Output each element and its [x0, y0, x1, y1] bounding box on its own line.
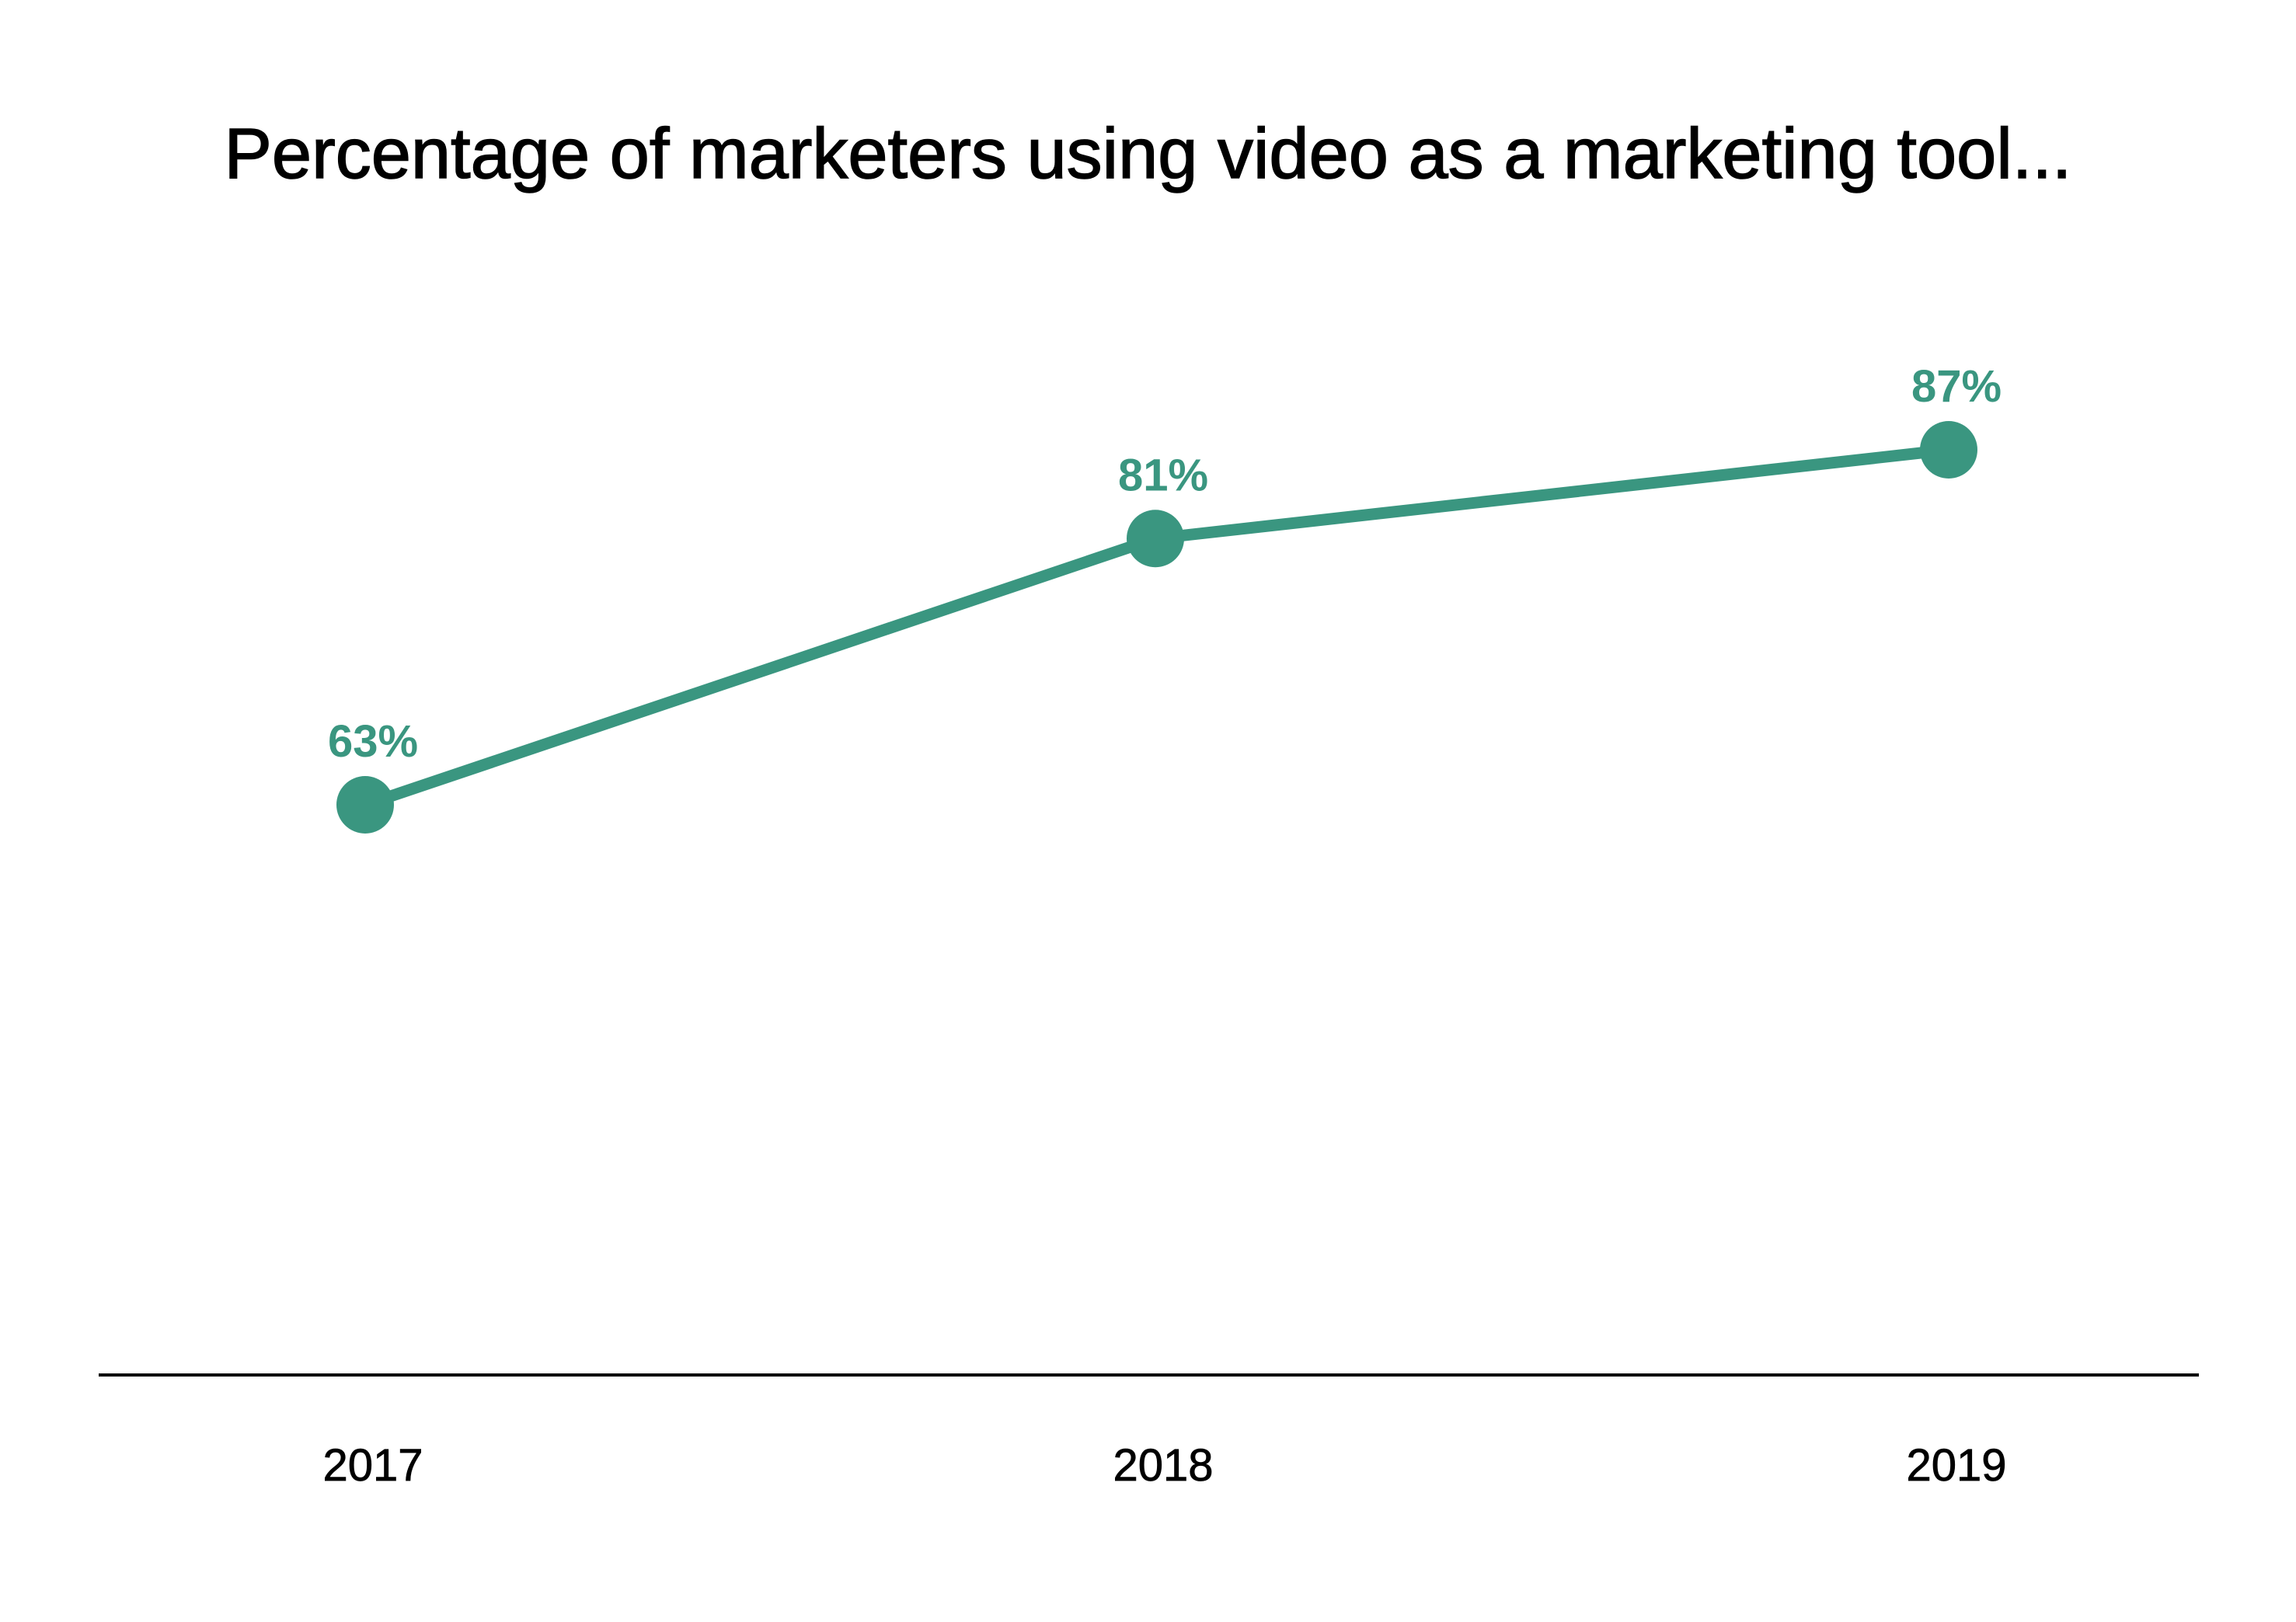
chart-title: Percentage of marketers using video as a…: [224, 113, 2072, 194]
data-label-2018: 81%: [1118, 450, 1208, 500]
data-labels: 63% 81% 87%: [328, 361, 2002, 767]
data-label-2017: 63%: [328, 716, 418, 767]
data-point-2019: [1920, 421, 1977, 479]
data-label-2019: 87%: [1911, 361, 2002, 412]
data-point-2017: [336, 776, 394, 834]
x-axis-ticks: 2017 2018 2019: [322, 1440, 2007, 1491]
data-point-2018: [1127, 510, 1184, 568]
x-tick-label-2017: 2017: [322, 1440, 423, 1491]
x-tick-label-2018: 2018: [1113, 1440, 1213, 1491]
x-tick-label-2019: 2019: [1906, 1440, 2006, 1491]
series-layer: [336, 421, 1977, 834]
series-line: [359, 444, 1955, 811]
